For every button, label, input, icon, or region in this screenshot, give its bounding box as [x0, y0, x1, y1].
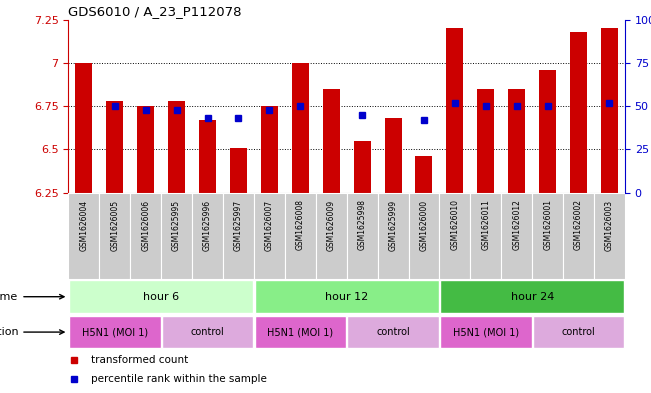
Bar	[440, 281, 624, 313]
Text: hour 24: hour 24	[510, 292, 554, 302]
Text: GSM1625998: GSM1625998	[357, 200, 367, 250]
Bar	[477, 89, 494, 193]
Text: GSM1626010: GSM1626010	[450, 200, 460, 250]
Bar	[292, 63, 309, 193]
Bar	[378, 193, 409, 279]
Text: GSM1625999: GSM1625999	[389, 200, 398, 251]
Bar	[161, 193, 192, 279]
Text: GSM1626007: GSM1626007	[265, 200, 274, 251]
Text: time: time	[0, 292, 64, 302]
Bar	[99, 193, 130, 279]
Bar	[137, 106, 154, 193]
Bar	[192, 193, 223, 279]
Bar	[199, 120, 216, 193]
Bar	[316, 193, 346, 279]
Bar	[347, 316, 439, 348]
Text: GSM1626002: GSM1626002	[574, 200, 583, 250]
Text: GSM1626003: GSM1626003	[605, 200, 614, 251]
Text: GSM1626012: GSM1626012	[512, 200, 521, 250]
Bar	[230, 148, 247, 193]
Bar	[385, 118, 402, 193]
Bar	[346, 193, 378, 279]
Text: GSM1625997: GSM1625997	[234, 200, 243, 251]
Text: H5N1 (MOI 1): H5N1 (MOI 1)	[267, 327, 333, 337]
Bar	[409, 193, 439, 279]
Bar	[284, 193, 316, 279]
Bar	[508, 89, 525, 193]
Bar	[254, 193, 284, 279]
Text: transformed count: transformed count	[90, 354, 188, 365]
Bar	[69, 281, 253, 313]
Text: GDS6010 / A_23_P112078: GDS6010 / A_23_P112078	[68, 6, 242, 18]
Text: H5N1 (MOI 1): H5N1 (MOI 1)	[452, 327, 519, 337]
Text: infection: infection	[0, 327, 64, 337]
Bar	[161, 316, 253, 348]
Bar	[563, 193, 594, 279]
Bar	[69, 316, 161, 348]
Bar	[533, 316, 624, 348]
Bar	[323, 89, 340, 193]
Bar	[440, 316, 532, 348]
Bar	[570, 32, 587, 193]
Text: control: control	[191, 327, 225, 337]
Text: control: control	[376, 327, 410, 337]
Text: GSM1625995: GSM1625995	[172, 200, 181, 251]
Bar	[447, 28, 464, 193]
Bar	[223, 193, 254, 279]
Bar	[76, 63, 92, 193]
Text: hour 12: hour 12	[325, 292, 368, 302]
Bar	[470, 193, 501, 279]
Text: control: control	[562, 327, 596, 337]
Bar	[68, 193, 99, 279]
Text: GSM1626009: GSM1626009	[327, 200, 336, 251]
Bar	[594, 193, 625, 279]
Bar	[532, 193, 563, 279]
Text: H5N1 (MOI 1): H5N1 (MOI 1)	[81, 327, 148, 337]
Bar	[255, 281, 439, 313]
Text: GSM1626006: GSM1626006	[141, 200, 150, 251]
Text: GSM1626000: GSM1626000	[419, 200, 428, 251]
Bar	[415, 156, 432, 193]
Text: GSM1626001: GSM1626001	[543, 200, 552, 250]
Text: GSM1626005: GSM1626005	[110, 200, 119, 251]
Bar	[106, 101, 123, 193]
Bar	[439, 193, 470, 279]
Bar	[353, 141, 370, 193]
Text: GSM1625996: GSM1625996	[203, 200, 212, 251]
Bar	[539, 70, 556, 193]
Bar	[168, 101, 185, 193]
Text: percentile rank within the sample: percentile rank within the sample	[90, 374, 266, 384]
Bar	[501, 193, 532, 279]
Bar	[130, 193, 161, 279]
Text: GSM1626008: GSM1626008	[296, 200, 305, 250]
Text: GSM1626011: GSM1626011	[481, 200, 490, 250]
Bar	[261, 106, 278, 193]
Text: hour 6: hour 6	[143, 292, 179, 302]
Text: GSM1626004: GSM1626004	[79, 200, 89, 251]
Bar	[601, 28, 618, 193]
Bar	[255, 316, 346, 348]
